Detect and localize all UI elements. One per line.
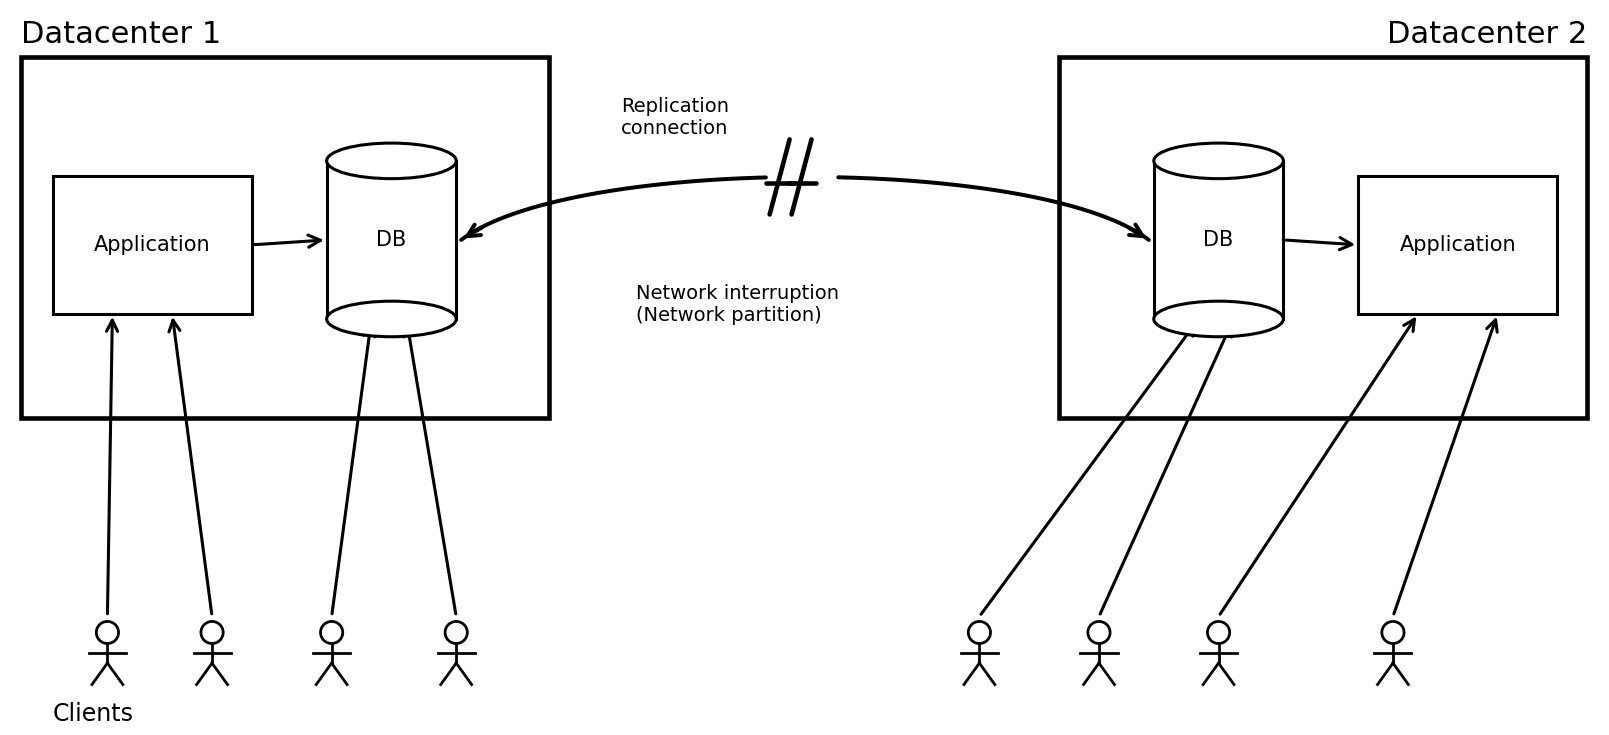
Circle shape [1088, 622, 1110, 644]
Text: Clients: Clients [53, 703, 134, 726]
Text: Replication
connection: Replication connection [621, 96, 729, 137]
FancyBboxPatch shape [1059, 57, 1588, 417]
FancyBboxPatch shape [53, 176, 253, 314]
Circle shape [1382, 622, 1405, 644]
Circle shape [1207, 622, 1229, 644]
Circle shape [969, 622, 991, 644]
Text: DB: DB [1204, 230, 1234, 250]
FancyBboxPatch shape [1358, 176, 1558, 314]
Bar [327, 161, 457, 319]
Ellipse shape [1154, 301, 1284, 337]
FancyBboxPatch shape [21, 57, 549, 417]
Ellipse shape [327, 301, 457, 337]
Text: Datacenter 2: Datacenter 2 [1387, 21, 1588, 49]
Text: Application: Application [93, 235, 211, 255]
Text: Application: Application [1400, 235, 1516, 255]
Circle shape [446, 622, 467, 644]
Text: Network interruption
(Network partition): Network interruption (Network partition) [636, 284, 838, 326]
Circle shape [201, 622, 224, 644]
Ellipse shape [1154, 143, 1284, 179]
Text: DB: DB [377, 230, 407, 250]
Text: Datacenter 1: Datacenter 1 [21, 21, 220, 49]
Circle shape [320, 622, 343, 644]
Circle shape [97, 622, 119, 644]
Ellipse shape [327, 143, 457, 179]
Bar [1154, 161, 1284, 319]
